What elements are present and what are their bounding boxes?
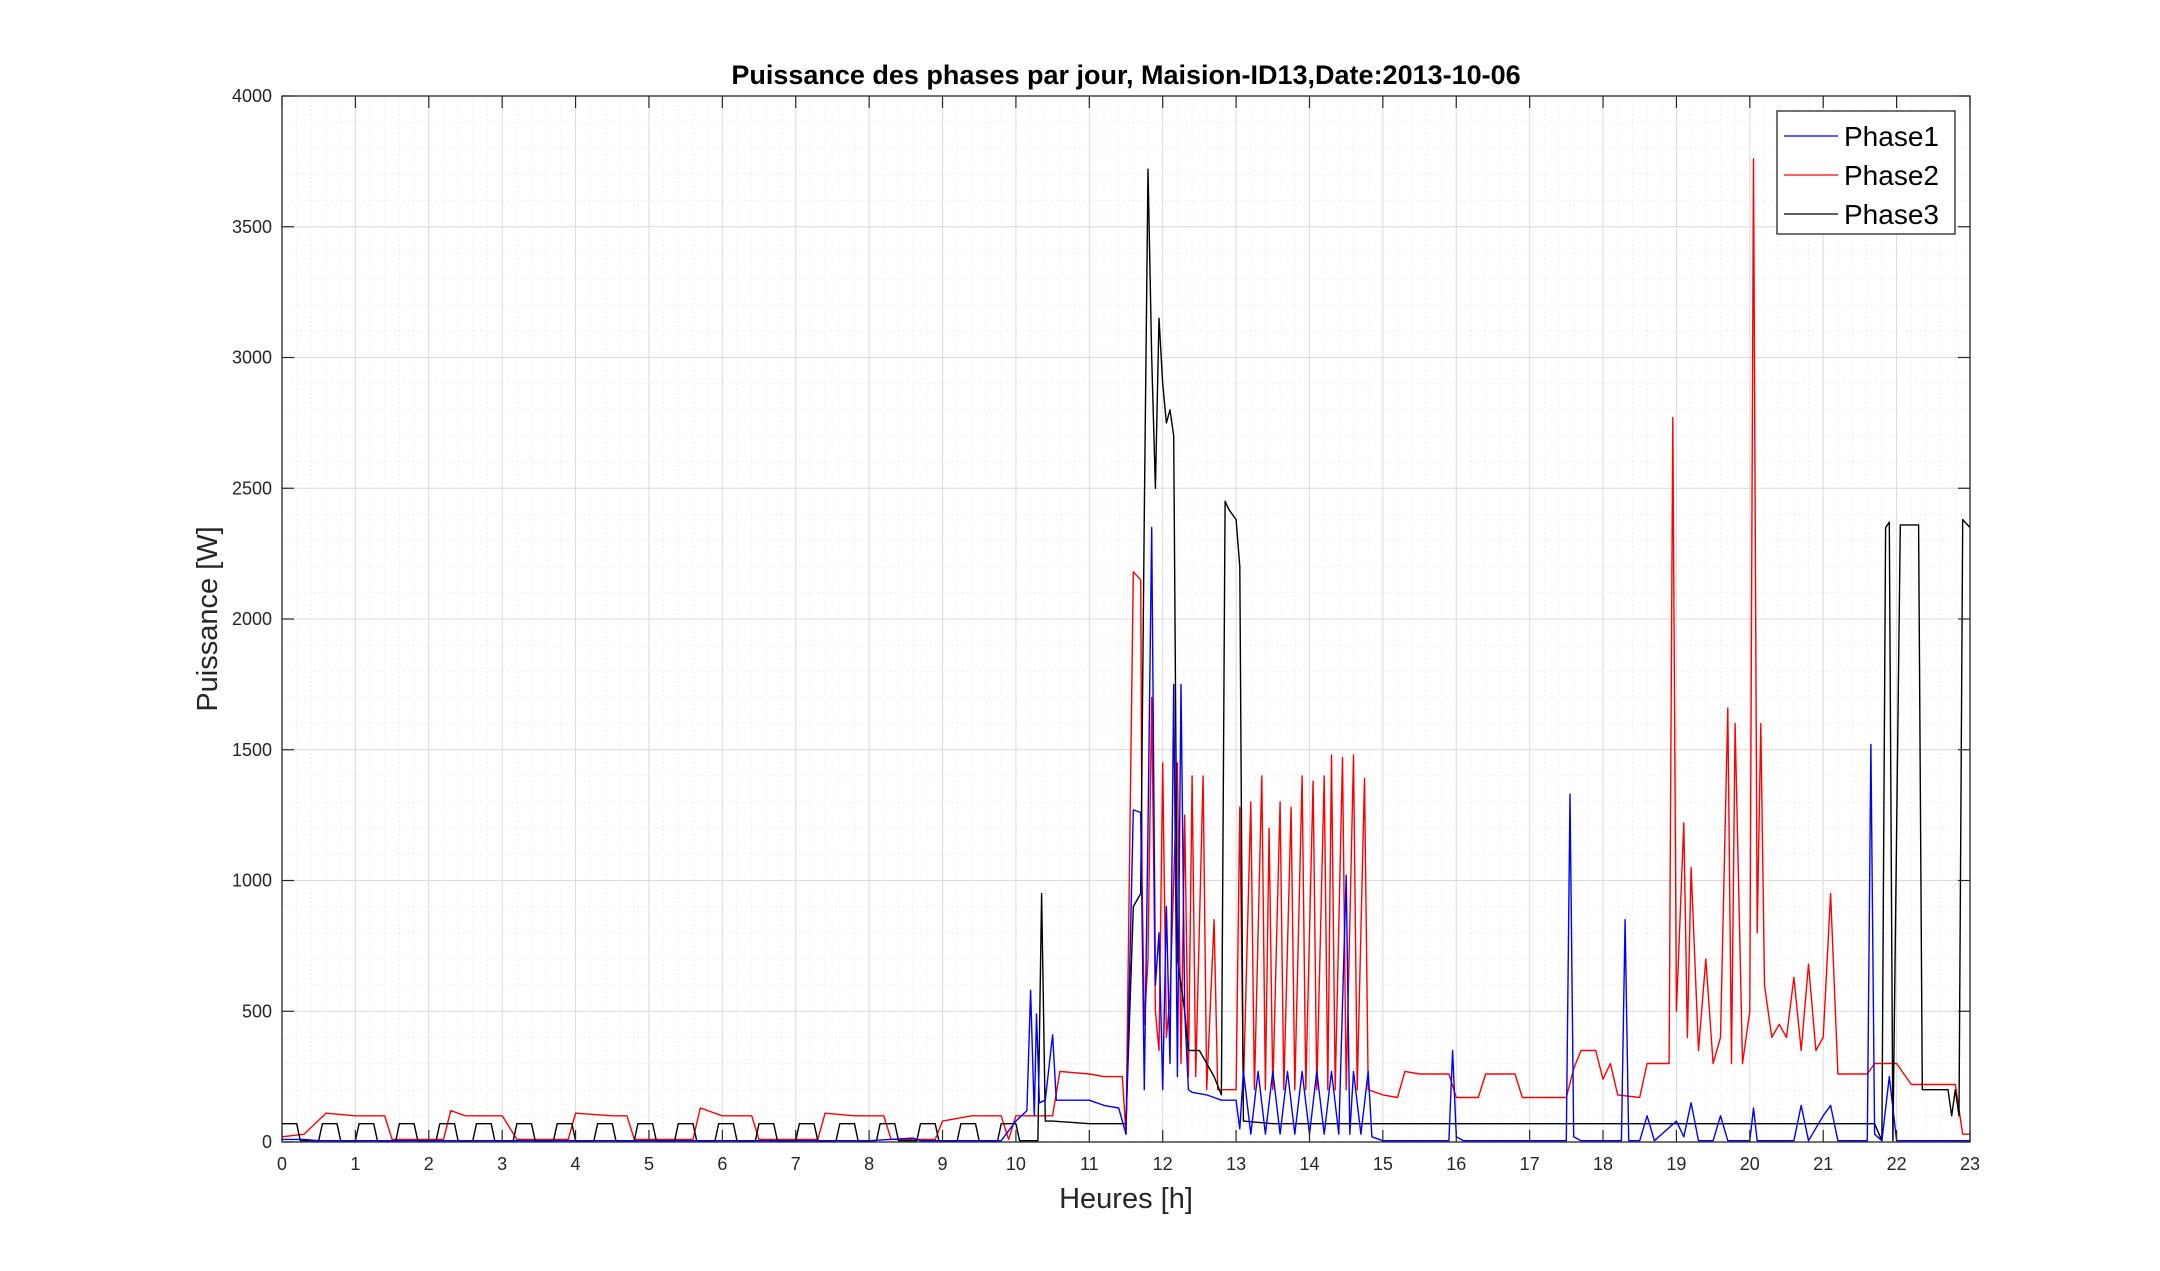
y-axis: 0 500 1000 1500 2000 2500 3000 3500 4000 bbox=[232, 86, 1970, 1152]
x-tick-label: 15 bbox=[1373, 1154, 1393, 1174]
x-tick-label: 19 bbox=[1666, 1154, 1686, 1174]
y-tick-label: 2500 bbox=[232, 478, 272, 498]
x-tick-label: 23 bbox=[1960, 1154, 1980, 1174]
y-tick-label: 3000 bbox=[232, 348, 272, 368]
x-tick-label: 11 bbox=[1080, 1154, 1099, 1174]
x-tick-label: 16 bbox=[1446, 1154, 1466, 1174]
x-tick-label: 0 bbox=[277, 1154, 287, 1174]
y-tick-label: 3500 bbox=[232, 217, 272, 237]
x-axis: 0 1 2 3 4 5 6 7 8 9 10 11 12 13 14 15 16 17 18 19 20 21 22 23 bbox=[277, 96, 1980, 1174]
x-tick-label: 5 bbox=[644, 1154, 654, 1174]
y-axis-label: Puissance [W] bbox=[192, 526, 224, 711]
x-tick-label: 6 bbox=[717, 1154, 727, 1174]
x-tick-label: 3 bbox=[497, 1154, 507, 1174]
x-tick-label: 14 bbox=[1299, 1154, 1319, 1174]
chart-title: Puissance des phases par jour, Maision-I… bbox=[731, 60, 1520, 90]
x-tick-label: 9 bbox=[938, 1154, 948, 1174]
x-tick-label: 17 bbox=[1520, 1154, 1540, 1174]
x-tick-label: 2 bbox=[424, 1154, 434, 1174]
x-tick-label: 8 bbox=[864, 1154, 874, 1174]
y-tick-label: 2000 bbox=[232, 609, 272, 629]
y-tick-label: 500 bbox=[242, 1001, 272, 1021]
legend-label-phase3: Phase3 bbox=[1844, 199, 1939, 230]
x-tick-label: 7 bbox=[791, 1154, 801, 1174]
y-tick-label: 1000 bbox=[232, 871, 272, 891]
x-tick-label: 18 bbox=[1593, 1154, 1613, 1174]
series-layer bbox=[281, 158, 1971, 1142]
x-tick-label: 21 bbox=[1813, 1154, 1833, 1174]
x-tick-label: 10 bbox=[1006, 1154, 1026, 1174]
series-line-phase1 bbox=[282, 526, 1970, 1142]
series-line-phase2 bbox=[281, 158, 1970, 1141]
x-tick-label: 12 bbox=[1153, 1154, 1173, 1174]
x-axis-label: Heures [h] bbox=[1059, 1183, 1193, 1215]
legend-label-phase1: Phase1 bbox=[1844, 121, 1939, 152]
series-line-phase3 bbox=[282, 168, 1971, 1142]
legend: Phase1 Phase2 Phase3 bbox=[1776, 110, 1956, 235]
x-tick-label: 1 bbox=[350, 1154, 360, 1174]
x-tick-label: 13 bbox=[1226, 1154, 1246, 1174]
legend-label-phase2: Phase2 bbox=[1844, 160, 1939, 191]
y-tick-label: 4000 bbox=[232, 86, 272, 106]
x-tick-label: 4 bbox=[571, 1154, 581, 1174]
y-tick-label: 0 bbox=[262, 1132, 272, 1152]
x-tick-label: 20 bbox=[1740, 1154, 1760, 1174]
y-tick-label: 1500 bbox=[232, 740, 272, 760]
x-tick-label: 22 bbox=[1887, 1154, 1907, 1174]
